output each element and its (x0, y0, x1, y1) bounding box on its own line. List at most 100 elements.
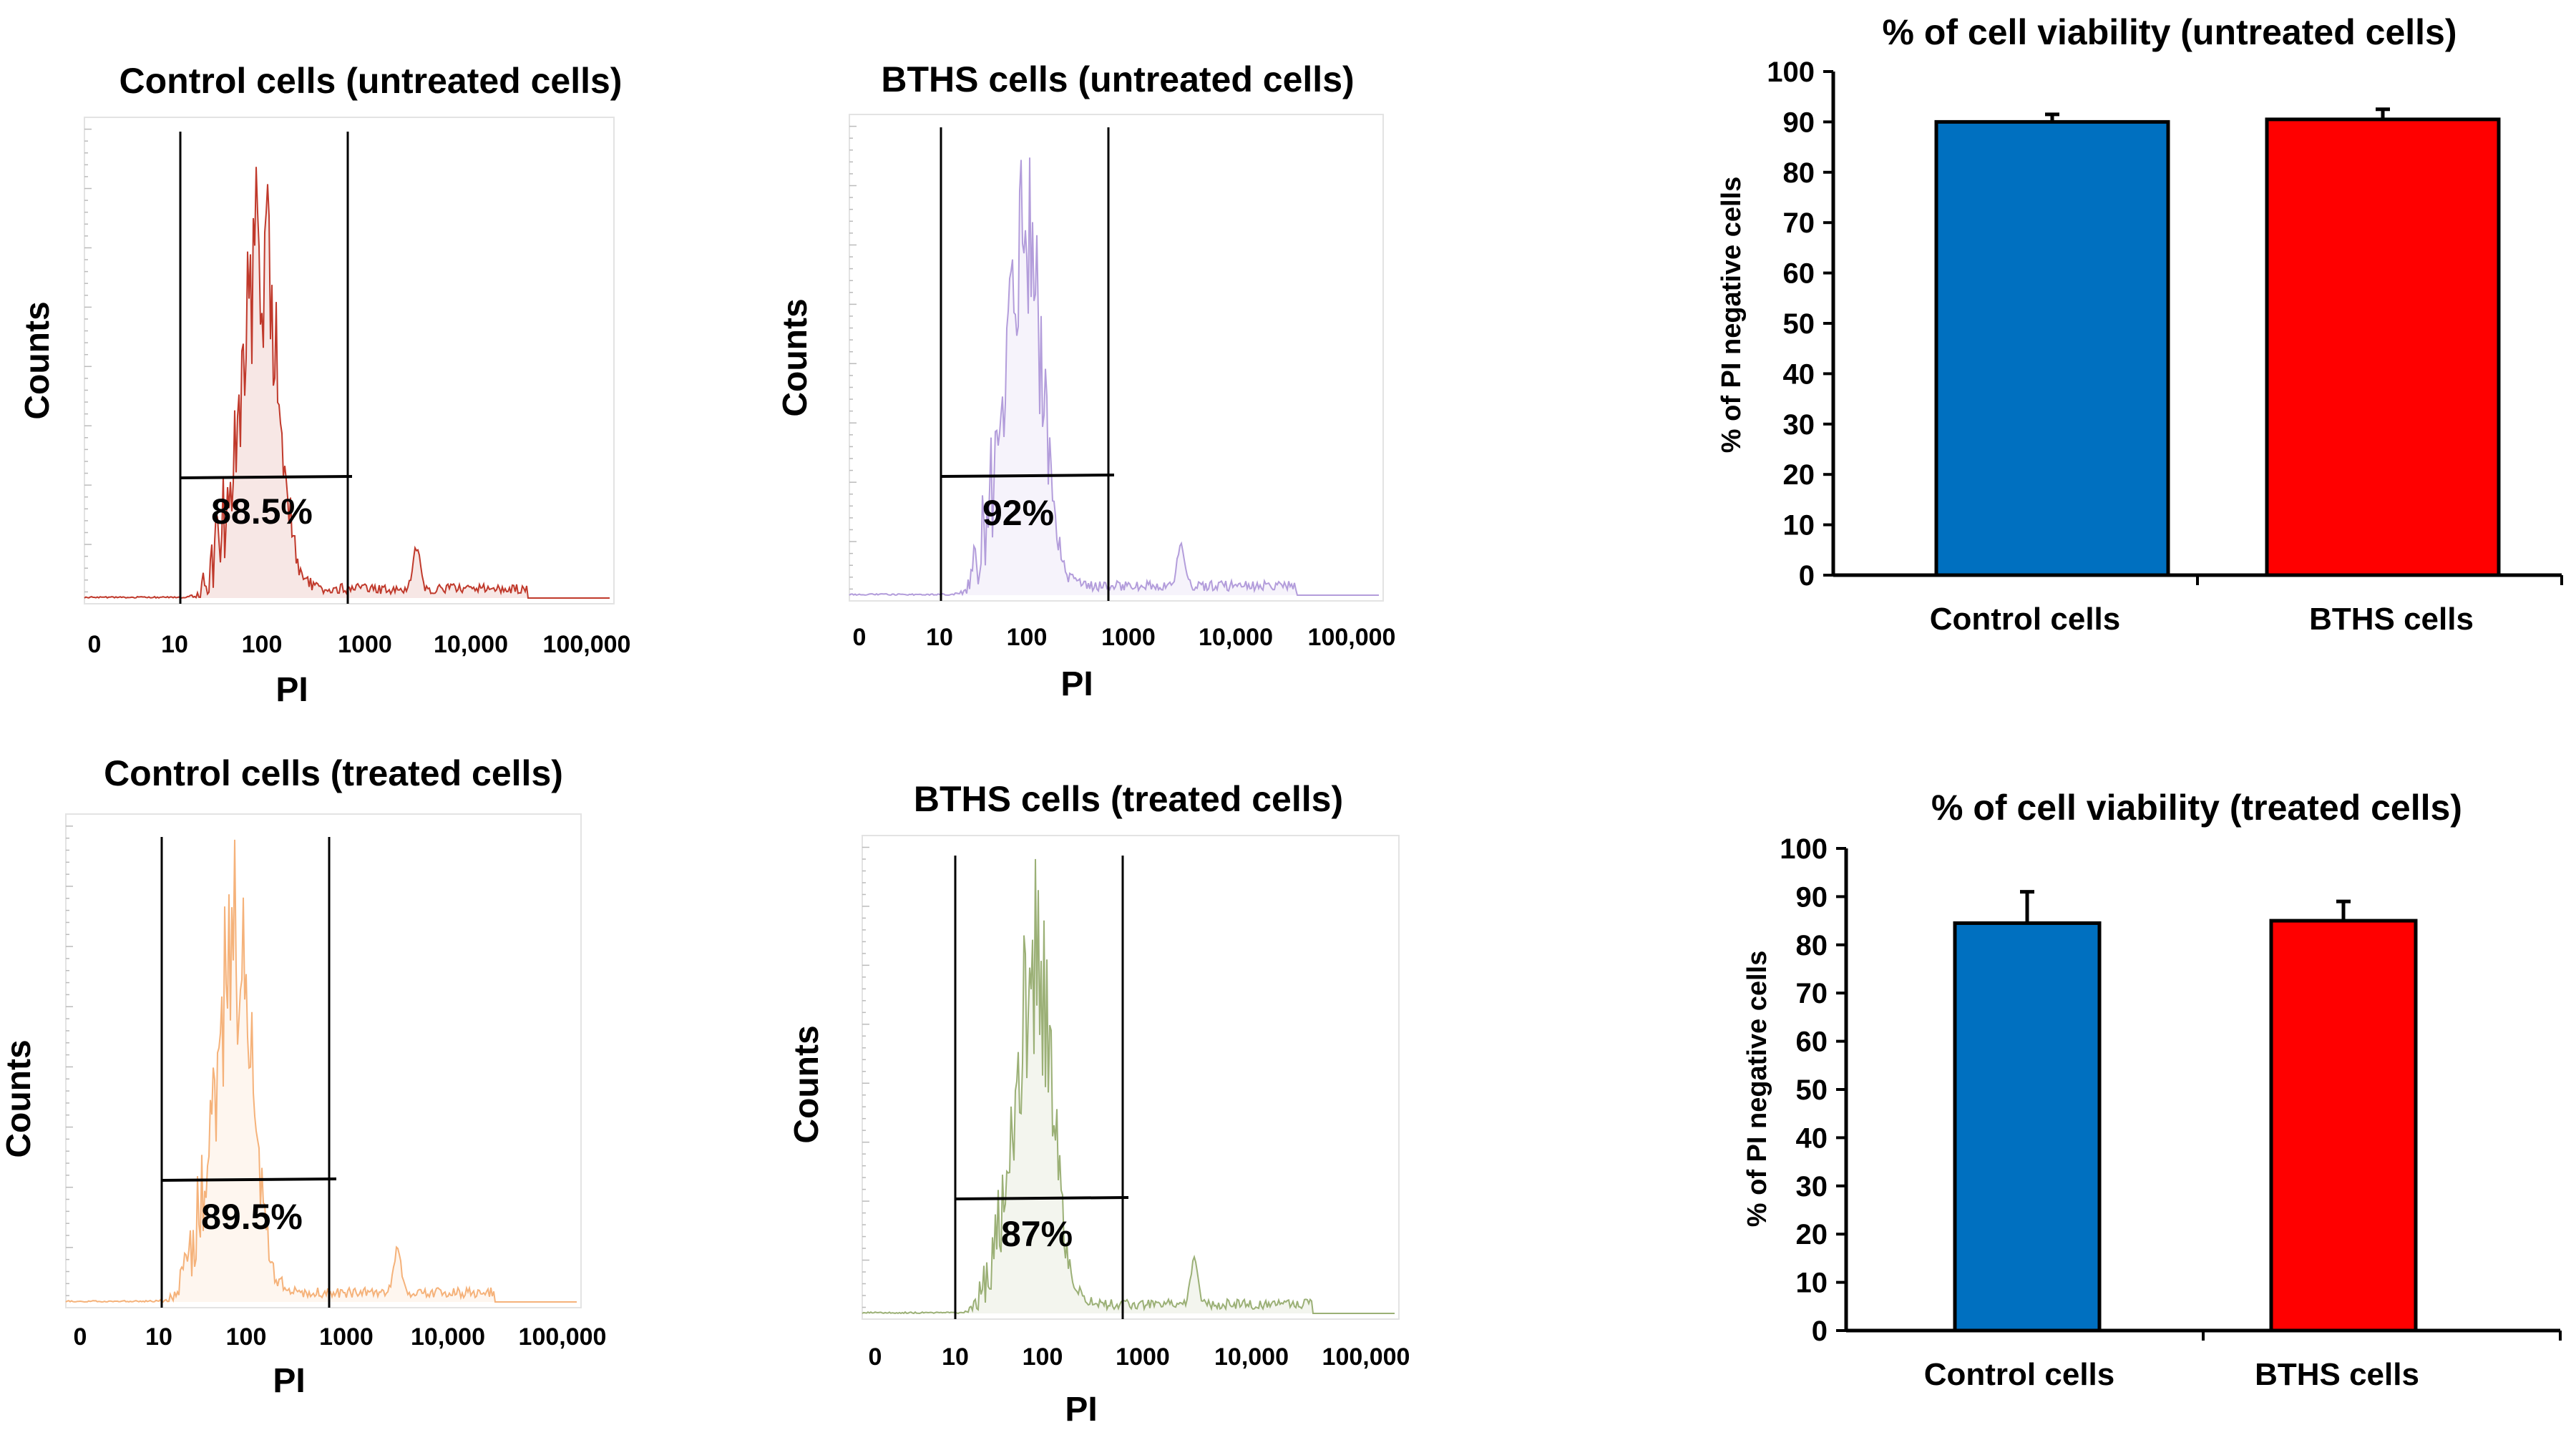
chart-title: Control cells (untreated cells) (119, 61, 623, 101)
bar (1934, 119, 2170, 577)
y-tick-label: 10 (1796, 1268, 1828, 1299)
y-minor-ticks (849, 125, 857, 590)
gate-bar (955, 1196, 1129, 1200)
chart-title: Control cells (treated cells) (104, 753, 563, 793)
x-axis-label: PI (1065, 1391, 1097, 1429)
category-label: Control cells (1924, 1357, 2115, 1392)
bar-chart-treated: 0 10 20 30 40 50 60 70 80 90 100 % of cell viabili… (1742, 788, 2562, 1392)
plot-frame (862, 835, 1400, 1320)
bars (1953, 919, 2418, 1333)
gate-percentage: 87% (1001, 1214, 1073, 1254)
x-axis-label: PI (273, 1362, 305, 1400)
y-tick-label: 60 (1783, 258, 1815, 290)
gate-percentage: 89.5% (201, 1197, 303, 1237)
x-tick-label: 0 (869, 1343, 882, 1371)
error-bars (2045, 107, 2390, 122)
category-label: Control cells (1930, 602, 2121, 637)
plot-frame (65, 813, 582, 1308)
y-tick-label: 30 (1796, 1171, 1828, 1203)
y-tick-label: 30 (1783, 409, 1815, 441)
y-tick-label: 0 (1812, 1316, 1828, 1347)
x-tick-label: 1000 (1116, 1343, 1170, 1371)
y-tick-label: 10 (1783, 510, 1815, 542)
y-minor-ticks (66, 826, 73, 1296)
x-tick-label: 100,000 (543, 631, 631, 658)
x-tick-labels: 0 10 100 1000 10,000 100,000 (74, 1323, 607, 1351)
y-tick-label: 60 (1796, 1027, 1828, 1058)
x-tick-label: 10,000 (1214, 1343, 1289, 1371)
gate-percentage: 92% (982, 493, 1054, 533)
y-tick-label: 20 (1783, 459, 1815, 491)
x-ticks (2196, 575, 2563, 585)
x-tick-label: 100 (1007, 624, 1048, 651)
x-tick-label: 100 (1023, 1343, 1063, 1371)
bar (1953, 921, 2102, 1333)
y-tick-label: 100 (1780, 833, 1828, 865)
y-axis-label: Counts (0, 1039, 38, 1157)
histogram-trace (862, 858, 1395, 1315)
x-tick-label: 10 (161, 631, 188, 658)
x-tick-label: 0 (88, 631, 102, 658)
y-axis-label: % of PI negative cells (1742, 951, 1772, 1227)
chart-title: % of cell viability (untreated cells) (1882, 12, 2457, 52)
x-tick-label: 1000 (338, 631, 392, 658)
x-tick-label: 10 (942, 1343, 969, 1371)
plot-frame (84, 117, 615, 604)
x-tick-label: 10,000 (434, 631, 508, 658)
histogram-trace (849, 157, 1379, 597)
y-tick-label: 80 (1796, 930, 1828, 961)
y-axis-label: Counts (19, 301, 57, 419)
x-ticks (2202, 1331, 2562, 1341)
gate-bar (180, 475, 353, 479)
x-tick-label: 100 (226, 1323, 267, 1351)
y-axis-label: Counts (776, 298, 814, 416)
y-tick-label: 40 (1783, 358, 1815, 390)
x-tick-labels: 0 10 100 1000 10,000 100,000 (853, 624, 1396, 651)
x-tick-label: 100,000 (1322, 1343, 1410, 1371)
y-tick-label: 90 (1783, 107, 1815, 138)
histogram-trace (65, 839, 577, 1303)
x-axis-label: PI (1060, 665, 1093, 703)
x-tick-labels: 0 10 100 1000 10,000 100,000 (869, 1343, 1410, 1371)
y-ticks: 0 10 20 30 40 50 60 70 80 90 100 (1767, 57, 1833, 592)
x-tick-label: 10 (926, 624, 953, 651)
y-axis-label: Counts (788, 1025, 826, 1143)
x-tick-label: 10,000 (1199, 624, 1273, 651)
category-label: BTHS cells (2309, 602, 2474, 637)
category-label: BTHS cells (2255, 1357, 2419, 1392)
histogram-control-treated: 89.5% Control cells (treated cells) Coun… (0, 753, 606, 1400)
x-axis-label: PI (275, 671, 308, 709)
y-axis-label: % of PI negative cells (1717, 177, 1747, 453)
y-tick-label: 90 (1796, 881, 1828, 913)
y-tick-label: 70 (1796, 978, 1828, 1009)
gate-bar (161, 1177, 337, 1182)
y-tick-label: 0 (1799, 560, 1815, 592)
bars (1934, 117, 2501, 577)
y-tick-label: 50 (1796, 1074, 1828, 1106)
y-minor-ticks (84, 128, 92, 593)
y-tick-label: 20 (1796, 1219, 1828, 1250)
y-tick-label: 100 (1767, 57, 1815, 88)
bar (2265, 117, 2501, 577)
chart-title: BTHS cells (treated cells) (914, 779, 1343, 819)
x-tick-label: 1000 (1101, 624, 1156, 651)
bar (2269, 919, 2418, 1333)
gate-bar (940, 474, 1115, 478)
x-tick-label: 10,000 (411, 1323, 485, 1351)
chart-title: % of cell viability (treated cells) (1931, 788, 2462, 828)
x-tick-label: 10 (145, 1323, 172, 1351)
chart-title: BTHS cells (untreated cells) (881, 59, 1354, 99)
y-tick-label: 40 (1796, 1122, 1828, 1154)
y-tick-label: 70 (1783, 207, 1815, 239)
x-tick-labels: 0 10 100 1000 10,000 100,000 (88, 631, 631, 658)
histogram-bths-treated: 87% BTHS cells (treated cells) Counts PI… (788, 779, 1410, 1429)
y-tick-label: 80 (1783, 157, 1815, 189)
plot-frame (849, 114, 1384, 602)
y-ticks: 0 10 20 30 40 50 60 70 80 90 100 (1780, 833, 1846, 1347)
y-tick-label: 50 (1783, 308, 1815, 340)
x-tick-label: 100,000 (1308, 624, 1396, 651)
error-bars (2020, 890, 2351, 924)
x-tick-label: 1000 (319, 1323, 374, 1351)
y-minor-ticks (862, 846, 869, 1308)
